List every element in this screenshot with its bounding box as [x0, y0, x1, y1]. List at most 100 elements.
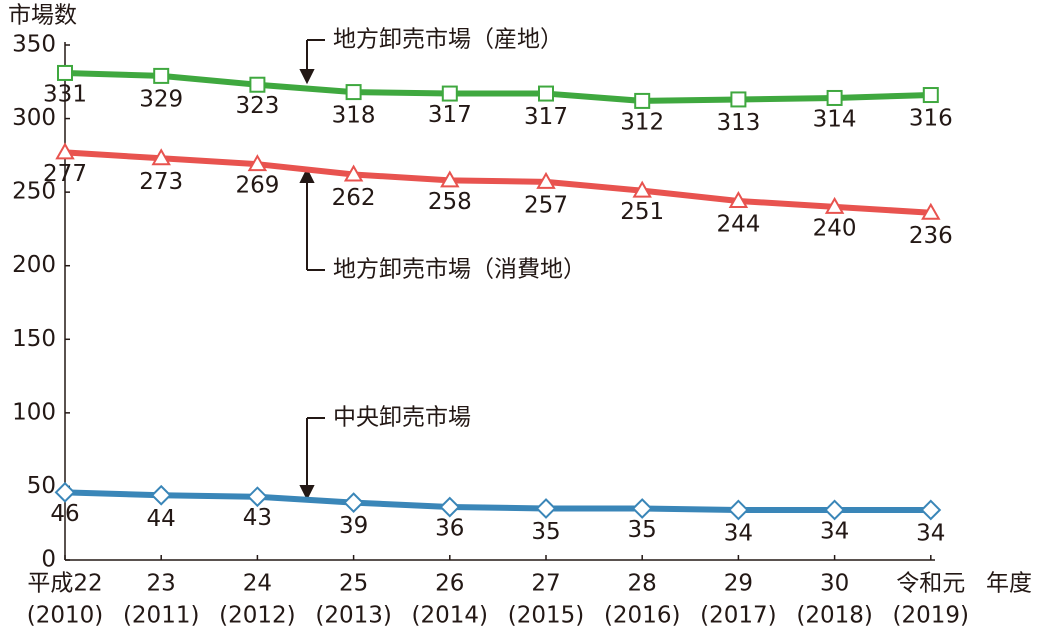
- arrow-head: [299, 167, 315, 183]
- data-label: 323: [235, 93, 279, 119]
- marker: [535, 498, 557, 519]
- arrow-head: [299, 69, 315, 85]
- data-label: 317: [524, 104, 568, 130]
- marker: [631, 498, 653, 519]
- y-tick-label: 200: [12, 252, 56, 278]
- data-label: 313: [716, 110, 760, 136]
- data-label: 258: [428, 189, 472, 215]
- data-label: 36: [435, 516, 464, 542]
- x-tick-sublabel: (2014): [412, 603, 488, 629]
- data-label: 269: [235, 173, 279, 199]
- x-tick-label: 24: [243, 571, 272, 597]
- series-label: 地方卸売市場（産地）: [333, 27, 563, 53]
- x-tick-label: 30: [820, 571, 849, 597]
- marker: [247, 154, 268, 172]
- data-label: 316: [909, 106, 953, 132]
- y-tick-label: 100: [12, 399, 56, 425]
- x-tick-label: 平成22: [27, 571, 102, 597]
- data-label: 318: [332, 103, 376, 129]
- data-label: 273: [139, 169, 183, 195]
- data-label: 34: [724, 520, 753, 546]
- marker: [343, 492, 365, 514]
- x-tick-sublabel: (2012): [219, 603, 295, 629]
- data-label: 34: [916, 520, 945, 546]
- y-tick-label: 250: [12, 179, 56, 205]
- arrow-head: [299, 485, 315, 501]
- x-axis-label: 年度: [986, 571, 1032, 597]
- marker: [249, 76, 266, 93]
- data-label: 251: [620, 199, 664, 225]
- x-tick-label: 27: [531, 571, 560, 597]
- x-tick-sublabel: (2011): [123, 603, 199, 629]
- x-tick-label: 23: [147, 571, 176, 597]
- x-tick-sublabel: (2010): [27, 603, 103, 629]
- data-label: 277: [43, 161, 87, 187]
- series-label: 地方卸売市場（消費地）: [333, 257, 586, 283]
- marker: [632, 180, 652, 198]
- data-label: 43: [243, 505, 272, 531]
- marker: [151, 148, 171, 166]
- x-tick-sublabel: (2013): [315, 603, 391, 629]
- data-label: 35: [531, 519, 560, 545]
- data-label: 317: [428, 102, 472, 128]
- annotations: [299, 39, 325, 501]
- marker: [920, 499, 942, 521]
- data-label: 331: [43, 81, 87, 107]
- marker: [634, 92, 651, 109]
- data-label: 35: [628, 517, 657, 543]
- x-tick-label: 28: [628, 571, 657, 597]
- marker: [728, 190, 749, 208]
- marker: [826, 89, 843, 106]
- data-label: 236: [909, 223, 953, 249]
- marker: [150, 484, 172, 506]
- marker: [922, 87, 939, 104]
- y-tick-label: 0: [41, 547, 56, 573]
- marker: [727, 499, 749, 521]
- y-tick-label: 150: [12, 326, 56, 352]
- marker: [824, 196, 845, 214]
- data-label: 262: [332, 185, 376, 211]
- x-tick-sublabel: (2019): [893, 603, 969, 629]
- marker: [55, 142, 75, 160]
- marker: [824, 499, 846, 521]
- marker: [439, 496, 461, 518]
- data-label: 312: [620, 109, 664, 135]
- data-label: 39: [339, 513, 368, 539]
- y-tick-label: 350: [12, 32, 56, 58]
- series-label: 中央卸売市場: [333, 405, 471, 431]
- data-label: 240: [813, 215, 857, 241]
- data-label: 244: [716, 211, 760, 237]
- marker: [153, 67, 170, 84]
- marker: [921, 202, 941, 220]
- data-label: 329: [139, 86, 183, 112]
- x-tick-sublabel: (2017): [700, 603, 776, 629]
- marker: [345, 84, 362, 101]
- x-tick-label: 25: [339, 571, 368, 597]
- x-tick-label: 29: [724, 571, 753, 597]
- marker: [246, 486, 268, 508]
- y-tick-label: 300: [12, 105, 56, 131]
- data-label: 314: [813, 106, 857, 132]
- marker: [730, 91, 747, 108]
- y-axis-label: 市場数: [8, 3, 77, 29]
- data-label: 257: [524, 192, 568, 218]
- data-label: 44: [147, 506, 176, 532]
- x-tick-sublabel: (2018): [796, 603, 872, 629]
- marker: [343, 164, 364, 182]
- series-line: [64, 69, 931, 104]
- marker: [57, 64, 73, 81]
- x-tick-label: 26: [435, 571, 464, 597]
- marker: [441, 85, 458, 102]
- marker: [440, 170, 460, 188]
- marker: [54, 481, 76, 503]
- x-tick-label: 令和元: [896, 571, 965, 597]
- y-tick-label: 50: [27, 473, 56, 499]
- data-label: 46: [50, 501, 79, 527]
- series-line: [64, 149, 931, 216]
- data-label: 34: [820, 518, 849, 544]
- x-tick-sublabel: (2015): [508, 603, 584, 629]
- x-tick-sublabel: (2016): [604, 603, 680, 629]
- series-line: [64, 489, 931, 513]
- marker: [536, 171, 556, 189]
- marker: [538, 85, 554, 102]
